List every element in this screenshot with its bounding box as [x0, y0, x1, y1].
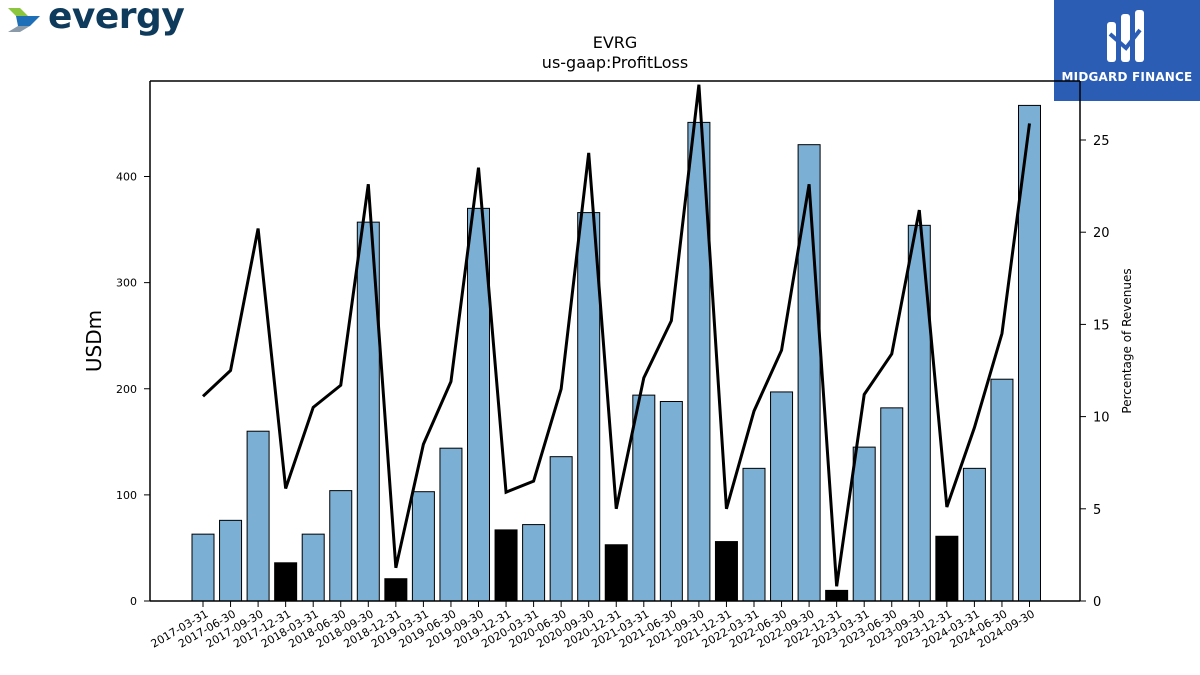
- percentage-line-series: [201, 84, 1031, 587]
- y2-axis-label: Percentage of Revenues: [1120, 268, 1134, 413]
- bar-2023-06-30: [880, 407, 904, 602]
- midgard-mark-icon: [1107, 10, 1144, 62]
- y2-tick-label-20: 20: [1093, 226, 1110, 241]
- chart-title: EVRG: [593, 33, 638, 52]
- bar-2024-03-31: [962, 467, 986, 602]
- midgard-logo-text: MIDGARD FINANCE: [1061, 70, 1193, 84]
- y-tick-label-400: 400: [116, 171, 137, 184]
- bar-2017-06-30: [219, 519, 243, 602]
- bar-2017-09-30: [246, 430, 270, 602]
- bar-2017-12-31: [274, 562, 298, 602]
- bar-2019-03-31: [411, 491, 435, 602]
- bar-2021-03-31: [632, 394, 656, 602]
- bar-2018-06-30: [329, 490, 353, 602]
- y2-tick-label-10: 10: [1093, 411, 1110, 426]
- evergy-chevron-icon: [8, 8, 40, 32]
- bar-2020-12-31: [604, 544, 628, 602]
- bar-2021-12-31: [714, 541, 738, 602]
- evergy-logo-text: evergy: [48, 0, 185, 37]
- bar-series: [191, 104, 1041, 602]
- bar-2017-03-31: [191, 533, 215, 602]
- midgard-finance-logo: MIDGARD FINANCE: [1054, 0, 1200, 101]
- bar-2023-03-31: [852, 446, 876, 602]
- bar-2019-12-31: [494, 529, 518, 602]
- bar-2023-12-31: [935, 535, 959, 602]
- bar-2020-06-30: [549, 456, 573, 602]
- y-tick-label-100: 100: [116, 489, 137, 502]
- bar-2022-03-31: [742, 467, 766, 602]
- evergy-logo: evergy: [6, 0, 196, 42]
- y2-tick-label-0: 0: [1093, 595, 1101, 610]
- chart-subtitle: us-gaap:ProfitLoss: [542, 53, 688, 72]
- y-tick-label-300: 300: [116, 277, 137, 290]
- bar-2022-12-31: [825, 589, 849, 602]
- y2-tick-label-5: 5: [1093, 503, 1101, 518]
- y-axis-label: USDm: [82, 310, 106, 372]
- bar-2018-12-31: [384, 578, 408, 602]
- bar-2020-03-31: [522, 524, 546, 602]
- bar-2022-09-30: [797, 144, 821, 602]
- bar-2018-03-31: [301, 533, 325, 602]
- bar-2022-06-30: [770, 391, 794, 602]
- y2-tick-label-25: 25: [1093, 134, 1110, 149]
- bar-2024-06-30: [990, 378, 1014, 602]
- bar-2019-06-30: [439, 447, 463, 602]
- bar-2021-06-30: [659, 400, 683, 602]
- percentage-line: [201, 84, 1031, 587]
- y-tick-label-200: 200: [116, 383, 137, 396]
- y-tick-label-0: 0: [130, 595, 137, 608]
- y2-tick-label-15: 15: [1093, 318, 1110, 333]
